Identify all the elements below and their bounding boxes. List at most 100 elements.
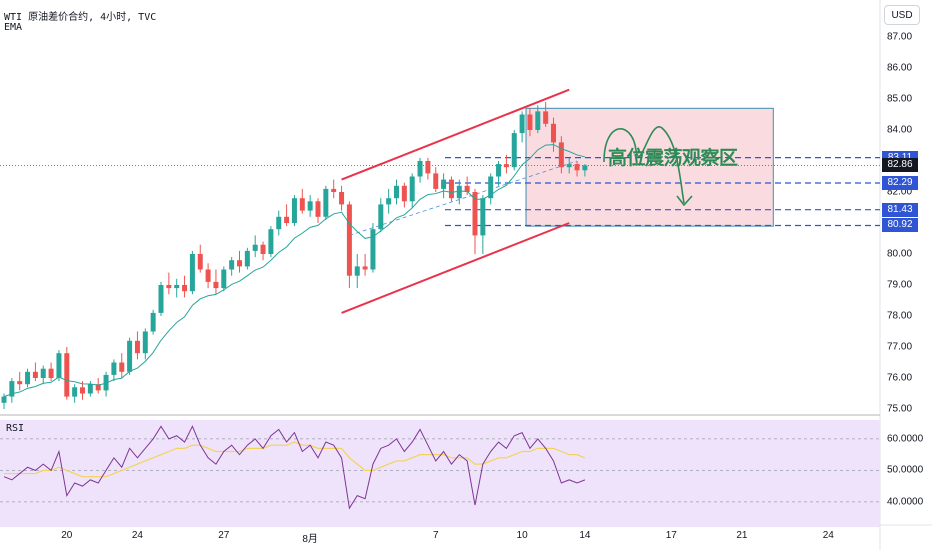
price-tick-label: 77.00 [887, 341, 913, 353]
arrow-head [676, 195, 693, 207]
price-tick-label: 87.00 [887, 31, 913, 43]
price-tick-label: 84.00 [887, 124, 913, 136]
candle-body [456, 185, 462, 199]
price-tick-label: 86.00 [887, 62, 913, 74]
candle-body [331, 188, 337, 192]
candle-body [134, 340, 140, 354]
candle-body [127, 340, 133, 372]
candle-body [213, 281, 219, 289]
rsi-line [3, 425, 586, 510]
currency-button[interactable]: USD [884, 5, 920, 25]
candle-body [339, 192, 345, 205]
time-tick-label: 14 [579, 530, 591, 541]
candle-body [346, 204, 352, 276]
rsi-ma-line [4, 441, 586, 478]
candle-body [174, 285, 180, 289]
candle-body [441, 179, 447, 189]
candle-body [511, 133, 517, 168]
time-tick-label: 27 [218, 530, 230, 541]
candle-body [558, 142, 564, 168]
candle-body [307, 201, 313, 211]
price-tick-label: 75.00 [887, 403, 913, 415]
price-tick-label: 78.00 [887, 310, 913, 322]
candle-body [284, 216, 290, 223]
symbol-title: WTI 原油差价合约, 4小时, TVC [4, 12, 157, 23]
candle-body [32, 371, 38, 378]
price-tick-label: 79.00 [887, 279, 913, 291]
candle-body [535, 111, 541, 130]
candle-body [64, 353, 70, 397]
time-tick-label: 7 [432, 530, 439, 541]
candle-body [205, 269, 211, 282]
candle-body [543, 111, 549, 124]
candle-body [496, 164, 502, 177]
candle-body [386, 198, 392, 205]
candle-body [268, 229, 274, 254]
candle-body [48, 368, 54, 378]
observation-zone-annotation: 高位震荡观察区 [608, 147, 738, 169]
price-level-badge: 81.43 [882, 202, 918, 217]
candle-body [9, 381, 15, 397]
rsi-band [0, 420, 880, 528]
candle-body [362, 266, 368, 270]
candle-body [291, 198, 297, 223]
candle-body [72, 387, 78, 397]
candle-body [401, 185, 407, 202]
candle-body [119, 362, 125, 372]
price-level-badge: 80.92 [882, 218, 918, 233]
candle-body [252, 244, 258, 251]
candle-body [80, 387, 85, 394]
candle-body [25, 371, 31, 385]
candle-body [40, 368, 46, 378]
candle-body [182, 285, 188, 292]
channel-lower-line [341, 222, 570, 314]
time-tick-label: 17 [665, 530, 677, 541]
price-level-badge: 82.86 [882, 158, 918, 173]
time-tick-label: 24 [131, 530, 143, 541]
candle-body [276, 216, 282, 230]
midline [349, 160, 578, 236]
price-tick-label: 85.00 [887, 93, 913, 105]
ema-indicator-label[interactable]: EMA [4, 22, 23, 33]
candle-body [370, 229, 376, 270]
candle-body [394, 185, 399, 199]
time-tick-label: 20 [61, 530, 73, 541]
price-tick-label: 80.00 [887, 248, 913, 260]
candle-body [237, 260, 242, 267]
candle-body [87, 384, 93, 394]
candle-body [260, 244, 266, 254]
candle-body [166, 285, 172, 289]
candle-body [323, 188, 329, 217]
candle-body [527, 114, 533, 130]
candle-body [150, 312, 156, 332]
candle-body [244, 250, 250, 267]
candle-body [448, 179, 454, 199]
candle-body [464, 185, 470, 192]
candles-group [1, 102, 588, 409]
candle-body [488, 176, 494, 199]
time-tick-label: 8月 [302, 534, 318, 545]
candle-body [1, 396, 7, 403]
candle-body [56, 353, 62, 378]
time-tick-label: 24 [822, 530, 834, 541]
candle-body [582, 165, 588, 171]
candle-body [111, 362, 117, 375]
rsi-tick-label: 40.0000 [887, 496, 924, 508]
candle-body [417, 161, 423, 177]
candle-body [519, 114, 525, 134]
rsi-indicator-label[interactable]: RSI [6, 423, 25, 434]
candle-body [221, 269, 227, 289]
candle-body [95, 384, 101, 391]
candle-body [566, 164, 572, 168]
candle-body [299, 198, 305, 211]
candle-body [354, 266, 360, 276]
price-tick-label: 82.00 [887, 186, 913, 198]
rsi-tick-label: 60.0000 [887, 433, 924, 445]
price-level-badge: 82.29 [882, 176, 918, 190]
candle-body [378, 204, 384, 230]
candle-body [103, 374, 109, 391]
price-tick-label: 76.00 [887, 372, 913, 384]
candle-body [189, 254, 195, 292]
